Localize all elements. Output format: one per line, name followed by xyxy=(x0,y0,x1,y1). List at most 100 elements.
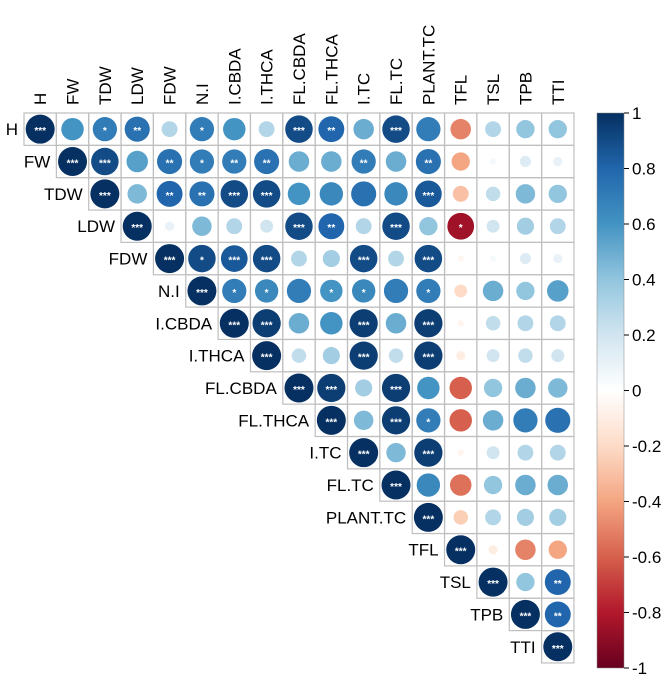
corr-circle-FDW-FDW xyxy=(155,244,185,274)
grid xyxy=(23,112,575,664)
corr-circle-LDW-N.I xyxy=(192,216,212,236)
sig-label-N.I-I.THCA: * xyxy=(265,288,269,299)
corr-circle-N.I-FL.CBDA xyxy=(286,278,312,304)
corr-circle-FW-PLANT.TC xyxy=(415,148,441,175)
colorbar-tick-label: 0.4 xyxy=(632,271,656,290)
corr-circle-TPB-TPB xyxy=(510,599,540,629)
corr-circle-TDW-I.TC xyxy=(351,181,377,207)
corr-circle-H-TPB xyxy=(516,120,535,139)
corr-circle-FW-TFL xyxy=(451,152,470,171)
row-label-N.I: N.I xyxy=(158,282,180,301)
row-label-I.THCA: I.THCA xyxy=(189,347,245,366)
col-label-FDW: FDW xyxy=(161,66,180,105)
sig-label-LDW-TFL: * xyxy=(459,223,463,234)
corr-circle-FDW-FL.CBDA xyxy=(291,250,307,267)
corr-circle-I.TC-I.TC xyxy=(349,438,379,468)
sig-label-H-N.I: * xyxy=(200,126,204,137)
corr-circle-TSL-TTI xyxy=(544,569,571,596)
sig-label-TFL-TFL: *** xyxy=(455,547,467,558)
corr-circle-FDW-I.CBDA xyxy=(220,245,248,272)
corr-circle-H-PLANT.TC xyxy=(416,117,441,142)
sig-label-N.I-I.CBDA: * xyxy=(232,288,236,299)
corr-circle-FDW-I.TC xyxy=(349,244,378,273)
corr-circle-TDW-FL.TC xyxy=(384,182,408,206)
corr-circle-FDW-N.I xyxy=(188,244,216,273)
sig-label-I.TC-PLANT.TC: *** xyxy=(423,450,435,461)
sig-label-TPB-TPB: *** xyxy=(520,611,532,622)
corr-circle-I.THCA-TTI xyxy=(551,349,565,363)
corr-circle-I.CBDA-TFL xyxy=(457,320,464,327)
corr-circle-TDW-PLANT.TC xyxy=(415,180,442,208)
row-label-FL.TC: FL.TC xyxy=(327,476,374,495)
corr-circle-LDW-I.CBDA xyxy=(226,218,243,235)
col-label-FL.CBDA: FL.CBDA xyxy=(290,33,309,105)
corr-circle-FL.TC-TSL xyxy=(483,475,503,495)
corr-circle-TDW-I.CBDA xyxy=(220,180,249,208)
sig-label-FL.THCA-FL.TC: *** xyxy=(390,417,402,428)
corr-circle-I.TC-TSL xyxy=(486,446,500,460)
sig-label-LDW-FL.THCA: ** xyxy=(327,223,335,234)
corr-circle-FL.THCA-TTI xyxy=(545,407,571,433)
corr-circle-FDW-TPB xyxy=(519,252,532,265)
corr-circle-N.I-TPB xyxy=(516,281,535,301)
col-label-N.I: N.I xyxy=(193,83,212,105)
correlation-circles xyxy=(25,114,573,662)
sig-label-H-LDW: ** xyxy=(133,126,141,137)
sig-label-N.I-PLANT.TC: * xyxy=(426,288,430,299)
sig-label-FL.TC-FL.TC: *** xyxy=(390,482,402,493)
corr-circle-I.CBDA-FL.THCA xyxy=(320,312,343,335)
corr-circle-FDW-TTI xyxy=(553,253,563,264)
corr-circle-I.TC-TFL xyxy=(457,449,464,456)
corr-circle-FL.CBDA-FL.TC xyxy=(381,373,411,403)
sig-label-TTI-TTI: *** xyxy=(552,644,564,655)
corr-circle-PLANT.TC-TSL xyxy=(485,509,502,526)
corr-circle-I.THCA-I.TC xyxy=(349,341,378,370)
corr-circle-I.CBDA-FL.CBDA xyxy=(288,313,310,334)
corr-circle-I.THCA-TSL xyxy=(486,349,500,363)
sig-label-FL.CBDA-FL.CBDA: *** xyxy=(293,385,305,396)
sig-label-PLANT.TC-PLANT.TC: *** xyxy=(423,514,435,525)
corr-circle-H-H xyxy=(25,114,55,144)
sig-label-FL.THCA-FL.THCA: *** xyxy=(325,417,337,428)
corr-circle-H-TFL xyxy=(450,118,471,140)
corr-circle-TSL-TSL xyxy=(478,567,508,597)
corr-circle-LDW-I.TC xyxy=(355,218,372,235)
sig-label-TDW-N.I: ** xyxy=(198,191,206,202)
corr-circle-PLANT.TC-PLANT.TC xyxy=(413,502,443,532)
sig-label-I.THCA-I.THCA: *** xyxy=(261,353,273,364)
colorbar-tick-label: 0.8 xyxy=(632,160,656,179)
sig-label-H-H: *** xyxy=(34,126,46,137)
sig-label-FL.CBDA-FL.TC: *** xyxy=(390,385,402,396)
sig-label-TDW-PLANT.TC: *** xyxy=(423,191,435,202)
corr-circle-TFL-TPB xyxy=(515,539,536,560)
corr-circle-I.CBDA-I.CBDA xyxy=(219,308,249,338)
sig-label-FDW-FDW: *** xyxy=(164,256,176,267)
sig-label-FDW-PLANT.TC: *** xyxy=(423,256,435,267)
sig-label-TDW-I.THCA: *** xyxy=(261,191,273,202)
corr-circle-LDW-FDW xyxy=(164,221,175,231)
corr-circle-LDW-PLANT.TC xyxy=(419,217,438,236)
sig-label-FW-I.TC: ** xyxy=(360,159,368,170)
corr-circle-LDW-TSL xyxy=(486,219,500,233)
corr-circle-TDW-N.I xyxy=(189,181,215,207)
col-label-LDW: LDW xyxy=(128,67,147,105)
corr-circle-FL.THCA-I.TC xyxy=(353,410,374,431)
corr-circle-N.I-I.CBDA xyxy=(222,278,247,304)
sig-label-FW-FDW: ** xyxy=(166,159,174,170)
corr-circle-I.THCA-PLANT.TC xyxy=(414,341,443,370)
corr-circle-N.I-FL.TC xyxy=(383,278,409,304)
colorbar-tick-label: 0.2 xyxy=(632,326,656,345)
corr-circle-I.THCA-FL.TC xyxy=(388,348,404,363)
sig-label-H-FL.CBDA: *** xyxy=(293,126,305,137)
corr-circle-TDW-FDW xyxy=(156,180,183,207)
sig-label-H-FL.TC: *** xyxy=(390,126,402,137)
corr-circle-FL.THCA-FL.TC xyxy=(381,406,411,435)
col-label-H: H xyxy=(31,93,50,105)
corr-circle-I.THCA-I.THCA xyxy=(252,341,282,371)
colorbar-tick-label: -0.8 xyxy=(632,604,661,623)
sig-label-FL.CBDA-FL.THCA: *** xyxy=(325,385,337,396)
corr-circle-FL.CBDA-I.TC xyxy=(355,379,373,397)
colorbar-tick-label: 1 xyxy=(632,104,641,123)
corr-circle-FL.TC-PLANT.TC xyxy=(416,473,441,497)
